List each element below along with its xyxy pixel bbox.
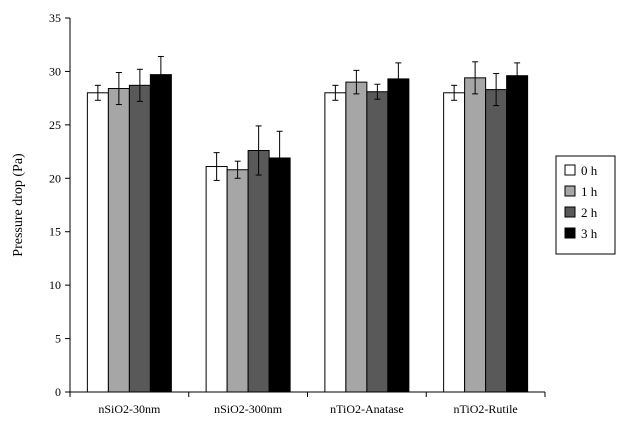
bar: [149, 74, 172, 393]
x-category-label: nSiO2-30nm: [98, 402, 161, 416]
bar: [107, 88, 130, 393]
x-category-label: nTiO2-Rutile: [454, 402, 518, 416]
x-category-label: nSiO2-300nm: [214, 402, 283, 416]
y-tick-label: 5: [55, 332, 61, 346]
y-tick-label: 15: [49, 225, 61, 239]
axis-labels: 0 5 10 15 20 25 30 35 nSiO2-30nm nSiO2-300nm nTiO2…: [49, 11, 518, 416]
bar: [128, 84, 151, 393]
bar: [485, 89, 508, 393]
legend-swatch: [564, 185, 576, 197]
legend-swatch: [564, 164, 576, 176]
bar: [506, 75, 529, 393]
y-tick-label: 10: [49, 278, 61, 292]
bar: [443, 92, 466, 393]
legend-swatch: [564, 227, 576, 239]
y-tick-label: 0: [55, 385, 61, 399]
y-tick-label: 35: [49, 11, 61, 25]
y-tick-label: 30: [49, 64, 61, 78]
y-axis-title: Pressure drop (Pa): [11, 153, 26, 257]
bar: [86, 92, 109, 393]
bar: [324, 92, 347, 393]
legend-label: 3 h: [581, 226, 598, 241]
y-tick-label: 20: [49, 171, 61, 185]
bars: [86, 55, 529, 393]
legend-label: 2 h: [581, 205, 598, 220]
bar: [247, 150, 270, 393]
x-category-label: nTiO2-Anatase: [330, 402, 404, 416]
bar: [205, 166, 228, 393]
bar: [226, 169, 249, 393]
bar: [268, 157, 291, 393]
legend-label: 1 h: [581, 184, 598, 199]
legend: 0 h 1 h 2 h 3 h: [555, 155, 616, 255]
legend-label: 0 h: [581, 163, 598, 178]
bar: [366, 91, 389, 393]
bar: [387, 78, 410, 393]
y-tick-label: 25: [49, 118, 61, 132]
bar: [464, 77, 487, 393]
bar: [345, 81, 368, 393]
legend-swatch: [564, 206, 576, 218]
